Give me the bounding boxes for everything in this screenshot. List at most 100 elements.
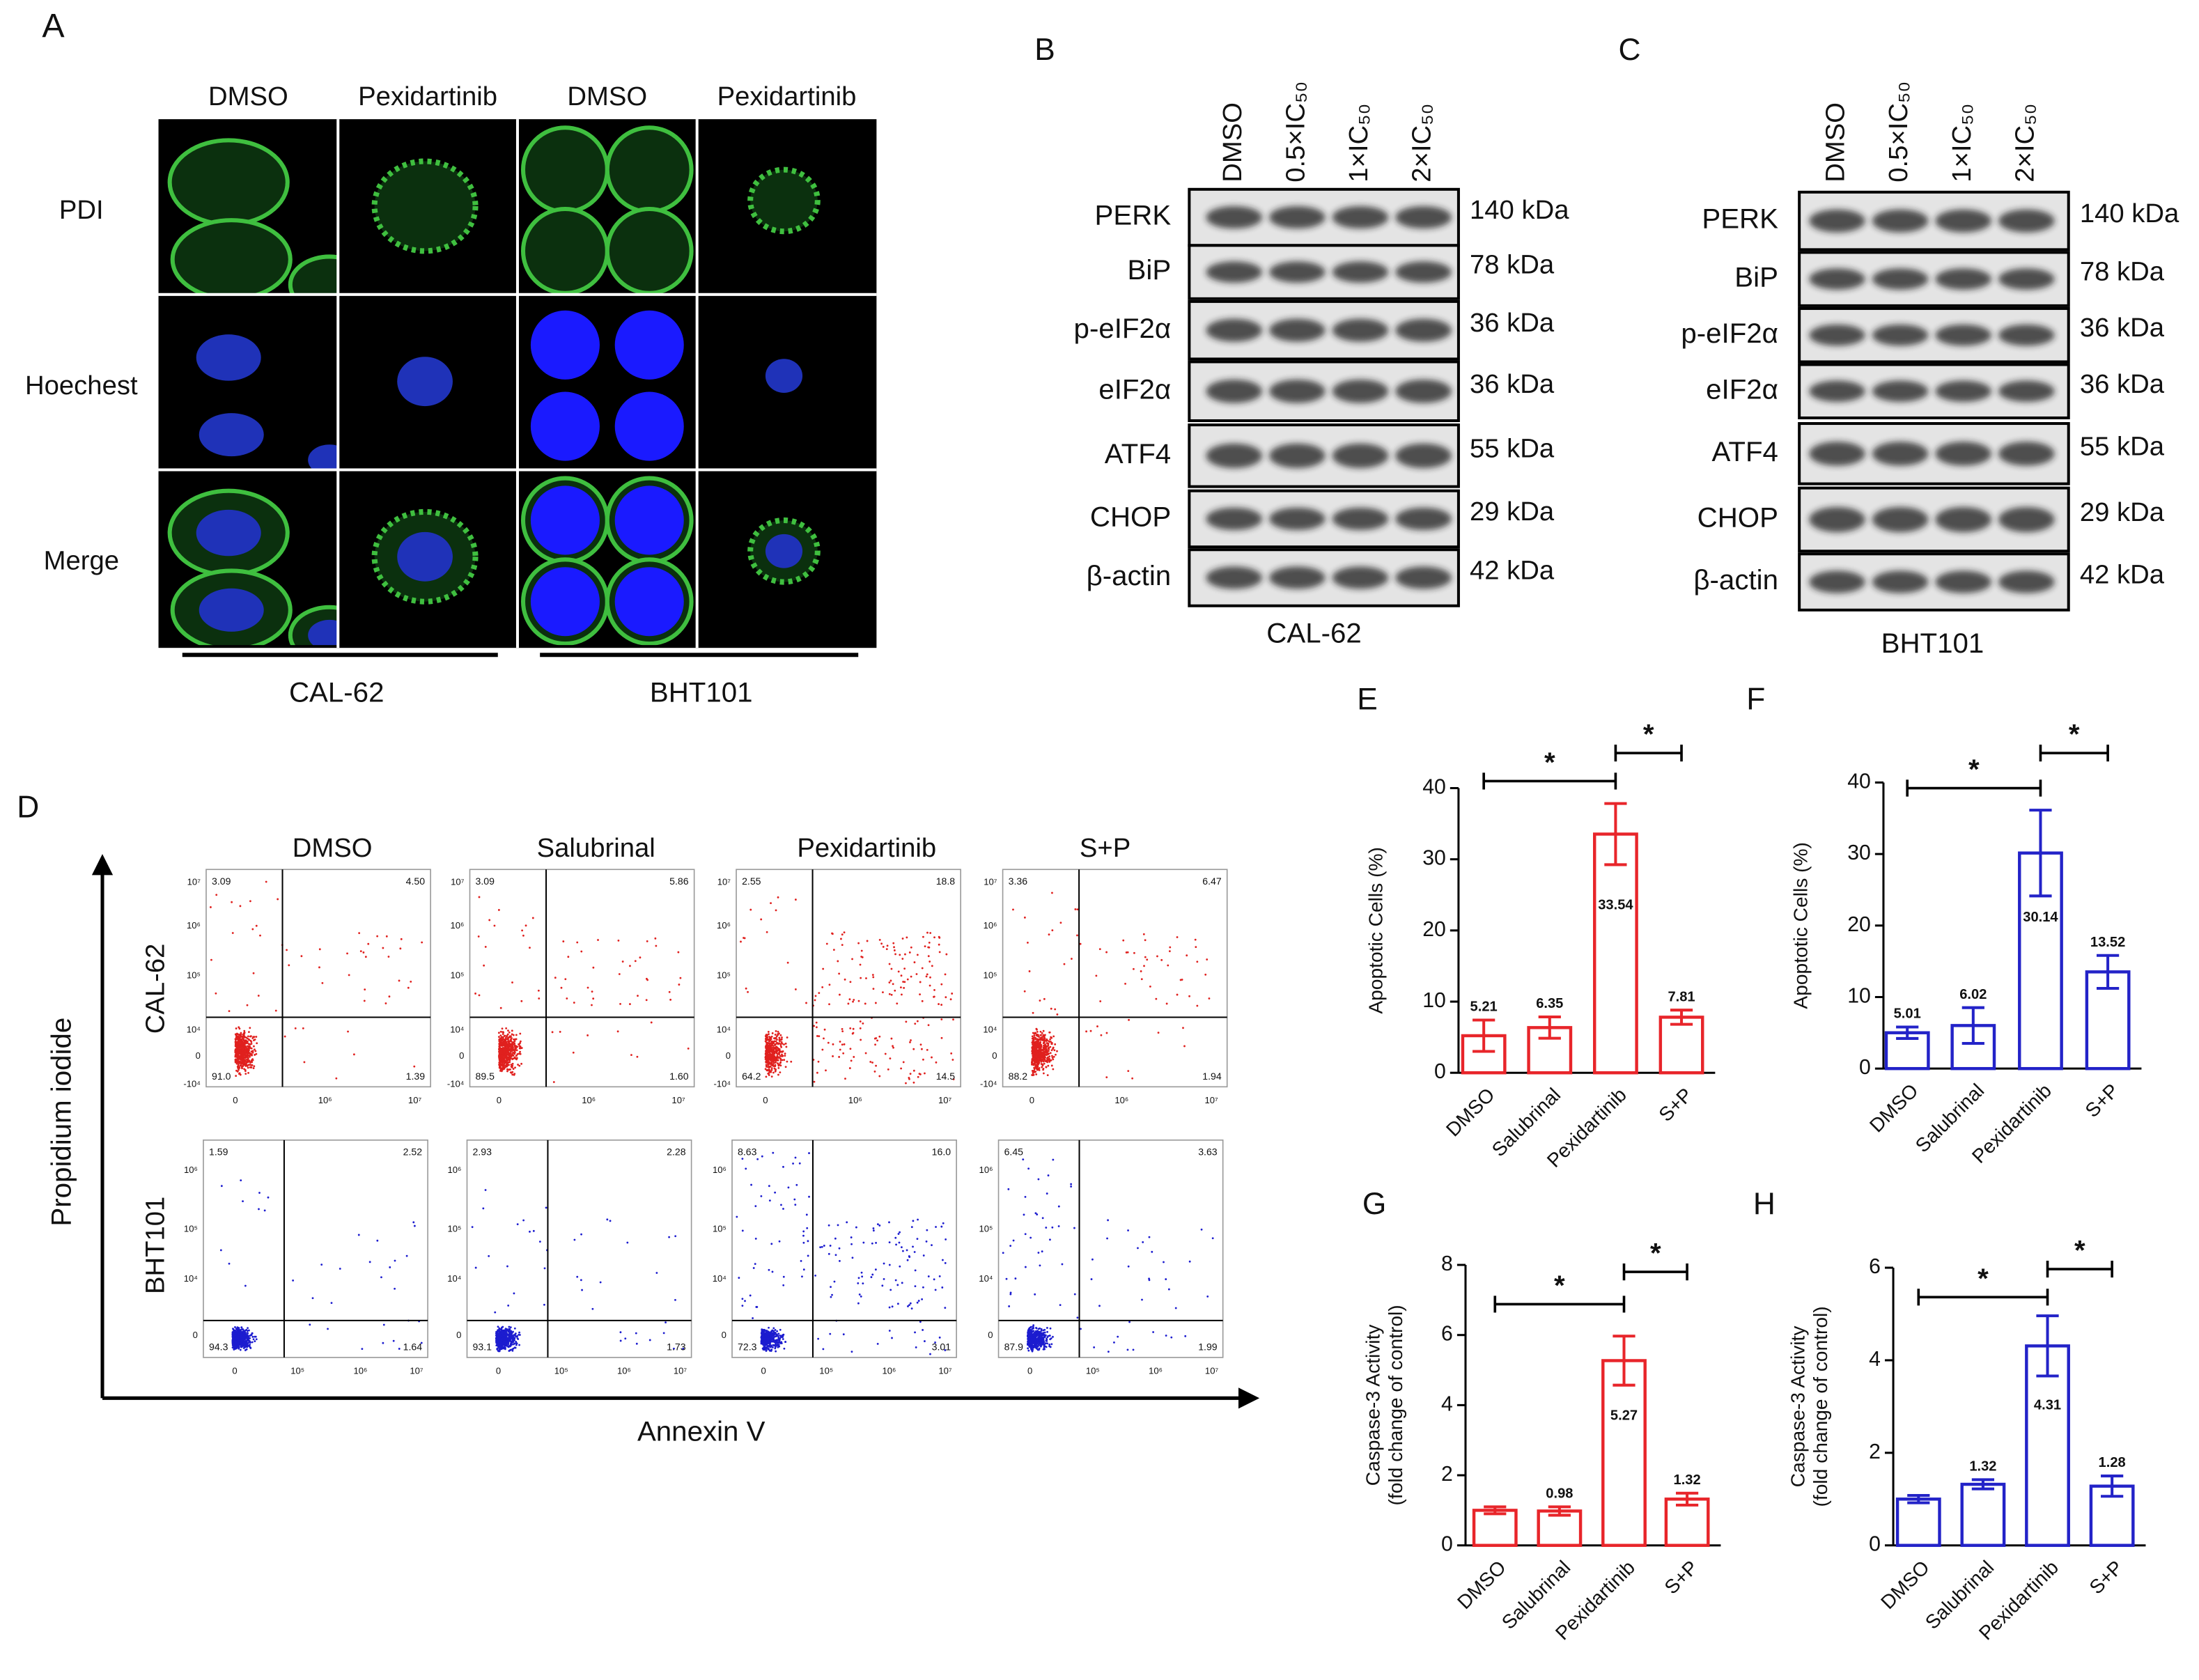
flow-event — [288, 964, 290, 967]
flow-event — [318, 948, 321, 951]
flow-event — [249, 900, 251, 903]
flow-event — [1040, 1048, 1043, 1051]
flow-event — [508, 1336, 511, 1339]
flow-event — [503, 1052, 505, 1055]
flow-event — [781, 1036, 783, 1039]
flow-event — [872, 1227, 875, 1229]
flow-event — [506, 1056, 508, 1059]
flow-event — [838, 1056, 841, 1058]
flow-event — [509, 1068, 511, 1071]
flow-event — [935, 1061, 938, 1064]
flow-event — [1033, 1066, 1036, 1069]
flow-event — [629, 1003, 631, 1005]
flow-event — [801, 1275, 803, 1278]
x-tick-label: 0 — [232, 1366, 237, 1376]
flow-event — [503, 1058, 506, 1060]
flow-event — [1036, 1028, 1038, 1031]
flow-event — [1095, 974, 1098, 977]
flow-event — [538, 997, 541, 1000]
flow-event — [499, 1061, 502, 1064]
flow-event — [1043, 1057, 1046, 1059]
flow-event — [859, 963, 862, 966]
flow-event — [756, 1158, 759, 1160]
flow-event — [777, 1034, 779, 1036]
flow-event — [254, 1039, 256, 1041]
flow-event — [777, 1339, 780, 1341]
x-tick-label: 10⁶ — [353, 1366, 367, 1376]
x-tick-label: 10⁶ — [848, 1095, 862, 1105]
flow-event — [761, 1335, 764, 1337]
flow-event — [515, 1342, 518, 1345]
flow-event — [511, 1073, 514, 1076]
flow-event — [1052, 1046, 1055, 1049]
flow-event — [1099, 1000, 1102, 1002]
protein-label: BiP — [1128, 254, 1172, 286]
flow-event — [1179, 979, 1182, 981]
flow-event — [361, 1348, 364, 1351]
x-tick-label: 10⁶ — [883, 1366, 896, 1376]
flow-event — [516, 1337, 519, 1339]
flow-event — [766, 1034, 769, 1036]
flow-event — [679, 977, 682, 979]
flow-event — [786, 1060, 788, 1063]
flow-event — [249, 1066, 251, 1068]
flow-event — [778, 1036, 781, 1039]
flow-event — [1160, 958, 1163, 961]
flow-event — [1054, 1008, 1057, 1011]
flow-event — [774, 1335, 777, 1338]
flow-event — [518, 1344, 520, 1346]
flow-event — [248, 1052, 251, 1055]
blot-band — [1809, 324, 1865, 346]
flow-event — [814, 999, 816, 1002]
nucleus — [530, 391, 600, 461]
flow-event — [1048, 1343, 1051, 1346]
flow-event — [1049, 1346, 1052, 1348]
flow-event — [919, 1321, 922, 1323]
flow-event — [777, 1332, 780, 1335]
y-tick-label: 10⁷ — [451, 876, 465, 887]
flow-event — [831, 932, 833, 935]
flow-event — [502, 1325, 504, 1328]
flow-event — [770, 1348, 773, 1351]
flow-event — [655, 944, 658, 947]
flow-event — [364, 956, 367, 958]
flow-event — [815, 1026, 818, 1029]
flow-event — [802, 1230, 805, 1233]
micrograph — [747, 166, 821, 235]
flow-event — [235, 1027, 238, 1030]
flow-event — [817, 1337, 820, 1340]
flow-event — [518, 1331, 520, 1334]
flow-event — [1155, 997, 1158, 1000]
blot-band — [1206, 443, 1263, 469]
flow-event — [1032, 1345, 1035, 1348]
flow-event — [1038, 1347, 1041, 1350]
flow-event — [576, 941, 579, 944]
flow-event — [244, 1284, 247, 1287]
y-tick-label: 10⁴ — [983, 1025, 997, 1035]
flow-event — [914, 1285, 917, 1288]
column-header: DMSO — [293, 833, 373, 863]
flow-event — [1032, 1055, 1034, 1058]
flow-event — [790, 1060, 793, 1063]
flow-event — [905, 1020, 908, 1023]
flow-event — [952, 1018, 954, 1021]
flow-event — [495, 1341, 497, 1344]
flow-event — [244, 1068, 247, 1071]
y-tick-label: -10⁴ — [980, 1079, 997, 1089]
flow-event — [525, 924, 527, 927]
flow-event — [251, 1054, 253, 1057]
flow-event — [617, 939, 620, 942]
flow-event — [901, 1282, 903, 1284]
y-tick-label: 10⁶ — [713, 1165, 726, 1175]
flow-event — [848, 998, 851, 1001]
flow-event — [938, 1275, 941, 1277]
flow-event — [921, 1298, 924, 1300]
flow-event — [777, 1049, 780, 1052]
flow-event — [857, 1000, 860, 1002]
flow-event — [768, 1349, 771, 1352]
nucleus — [308, 619, 339, 646]
flow-event — [909, 1302, 912, 1305]
flow-event — [749, 908, 752, 911]
flow-event — [385, 935, 388, 938]
flow-event — [242, 1338, 244, 1341]
